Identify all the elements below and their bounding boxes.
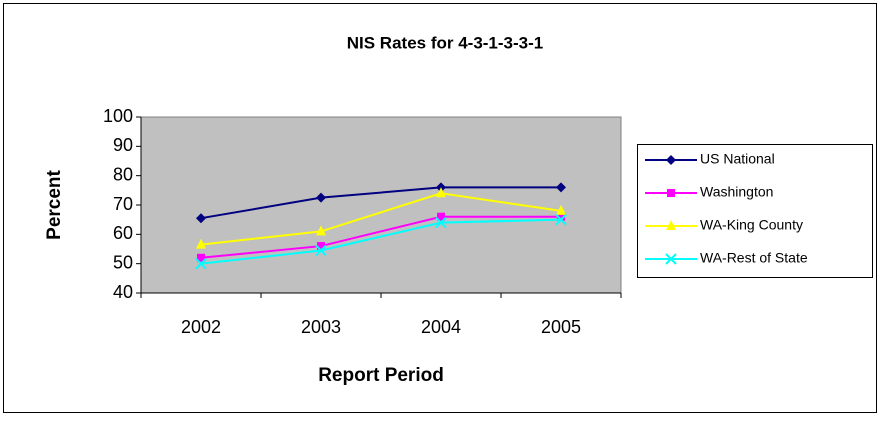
data-point [436,187,446,198]
legend-label: US National [700,151,775,167]
plot-area [140,116,622,294]
data-point [316,192,326,203]
legend-box [637,144,873,278]
data-point [435,216,447,229]
series-line [200,218,562,265]
y-axis-title: Percent [44,169,65,239]
data-point [197,253,205,262]
data-point [317,242,325,251]
y-tick-label: 60 [113,223,133,243]
data-point [557,212,565,221]
legend-marker [666,155,676,165]
data-point [556,182,566,193]
x-tick-label: 2004 [421,317,461,337]
data-point [196,238,206,249]
x-tick-label: 2002 [181,317,221,337]
y-tick-label: 70 [113,194,133,214]
legend-marker [666,220,676,230]
legend-marker [667,189,675,197]
x-tick-label: 2005 [541,317,581,337]
chart-title: NIS Rates for 4-3-1-3-3-1 [347,33,544,52]
data-point [196,213,206,224]
y-tick-label: 50 [113,252,133,272]
series-line [200,192,562,246]
data-point [556,204,566,215]
data-point [315,244,327,257]
legend-label: WA-King County [700,217,803,233]
y-tick-label: 100 [103,106,133,126]
series-line [200,186,561,220]
y-tick-label: 80 [113,164,133,184]
legend-label: Washington [700,184,773,200]
x-tick-label: 2003 [301,317,341,337]
y-tick-label: 90 [113,135,133,155]
data-point [316,225,326,236]
y-tick-label: 40 [113,282,133,302]
data-point [195,257,207,270]
series-line [200,215,561,259]
x-axis-title: Report Period [318,365,444,386]
legend-label: WA-Rest of State [700,250,808,266]
data-point [437,212,445,221]
data-point [555,213,567,226]
legend-marker [665,253,677,265]
